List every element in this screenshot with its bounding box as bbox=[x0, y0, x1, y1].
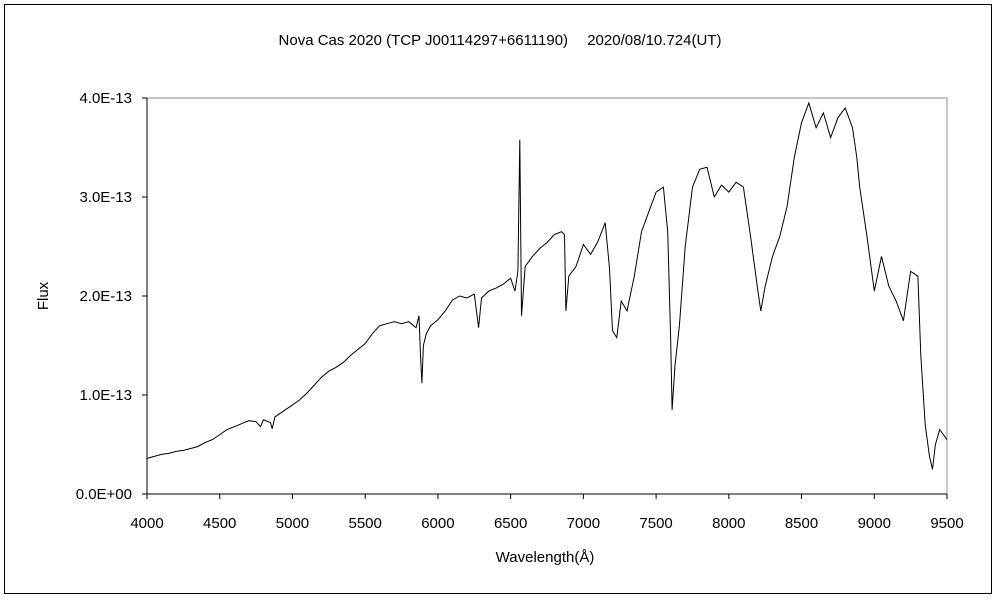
x-tick-label: 4000 bbox=[130, 515, 163, 532]
x-axis-label: Wavelength(Å) bbox=[496, 549, 595, 566]
chart-title: Nova Cas 2020 (TCP J00114297+6611190) 20… bbox=[279, 32, 722, 49]
y-tick-label: 1.0E-13 bbox=[79, 387, 132, 404]
x-tick-label: 9000 bbox=[858, 515, 891, 532]
y-axis-label: Flux bbox=[35, 281, 52, 310]
x-tick-label: 5500 bbox=[348, 515, 381, 532]
x-tick-label: 6000 bbox=[421, 515, 454, 532]
x-tick-label: 9500 bbox=[930, 515, 963, 532]
x-tick-label: 6500 bbox=[494, 515, 527, 532]
spectrum-line bbox=[146, 101, 948, 470]
chart-frame bbox=[4, 4, 992, 594]
y-tick-label: 0.0E+00 bbox=[76, 486, 132, 503]
axis-ticks: 4000 4500 5000 5500 6000 6500 7000 7500 8000 8500… bbox=[76, 90, 964, 532]
plot-area bbox=[146, 97, 948, 495]
x-tick-label: 8000 bbox=[712, 515, 745, 532]
x-tick-label: 7500 bbox=[639, 515, 672, 532]
x-tick-label: 5000 bbox=[276, 515, 309, 532]
x-tick-label: 4500 bbox=[203, 515, 236, 532]
y-tick-label: 4.0E-13 bbox=[79, 90, 132, 107]
y-tick-label: 3.0E-13 bbox=[79, 189, 132, 206]
x-tick-label: 8500 bbox=[785, 515, 818, 532]
x-tick-label: 7000 bbox=[567, 515, 600, 532]
y-tick-label: 2.0E-13 bbox=[79, 288, 132, 305]
